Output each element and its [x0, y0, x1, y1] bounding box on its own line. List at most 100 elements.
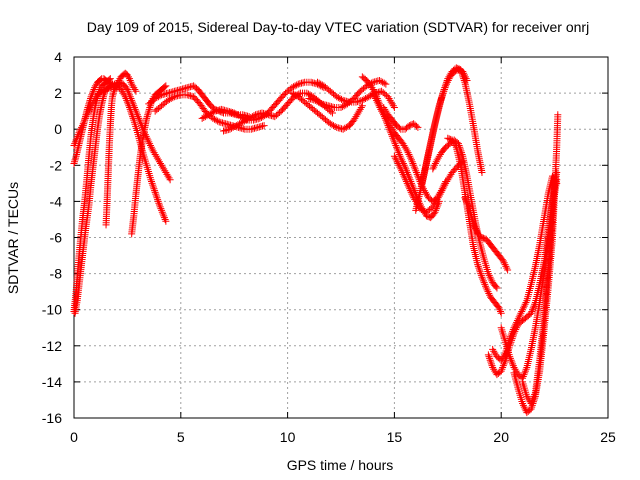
data-point	[432, 206, 440, 214]
data-point	[146, 140, 154, 148]
data-point	[214, 117, 222, 125]
data-point	[375, 76, 383, 84]
data-point	[162, 169, 170, 177]
data-point	[146, 104, 154, 112]
data-point	[303, 89, 311, 97]
data-point	[485, 289, 493, 297]
data-point	[210, 115, 218, 123]
data-point	[341, 124, 349, 132]
data-point	[477, 270, 485, 278]
data-point	[516, 311, 524, 319]
data-point	[144, 109, 152, 117]
data-point	[407, 154, 415, 162]
data-point	[405, 183, 413, 191]
data-point	[314, 78, 322, 86]
data-point	[352, 113, 360, 121]
data-point	[479, 275, 487, 283]
data-point	[485, 271, 493, 279]
data-point	[471, 223, 479, 231]
data-point	[410, 194, 418, 202]
data-point	[245, 114, 253, 122]
data-point	[379, 78, 387, 86]
data-point	[409, 192, 417, 200]
data-point	[143, 113, 151, 121]
data-point	[233, 111, 241, 119]
data-point	[477, 232, 485, 240]
data-point	[457, 66, 465, 74]
data-point	[311, 96, 319, 104]
data-point	[500, 360, 508, 368]
data-point	[554, 111, 562, 119]
data-point	[460, 76, 468, 84]
data-point	[152, 190, 160, 198]
data-point	[71, 138, 79, 146]
data-point	[106, 79, 114, 87]
data-point	[491, 367, 499, 375]
data-point	[513, 318, 521, 326]
data-point	[528, 398, 536, 406]
data-point	[406, 187, 414, 195]
data-point	[145, 138, 153, 146]
data-point	[368, 84, 376, 92]
data-point	[169, 94, 177, 102]
data-point	[517, 309, 525, 317]
data-point	[229, 123, 237, 131]
data-point	[461, 194, 469, 202]
data-point	[506, 335, 514, 343]
data-point	[493, 284, 501, 292]
data-point	[411, 165, 419, 173]
data-point	[435, 152, 443, 160]
data-point	[472, 226, 480, 234]
data-point	[386, 96, 394, 104]
data-point	[327, 108, 335, 116]
y-tick-labels: -16 -14 -12 -10 -8 -6 -4 -2 0 2 4	[42, 49, 62, 426]
data-point	[462, 197, 470, 205]
data-point	[514, 315, 522, 323]
data-point	[474, 262, 482, 270]
data-point	[111, 85, 119, 93]
data-point	[158, 161, 166, 169]
data-point	[388, 100, 396, 108]
data-point	[165, 174, 173, 182]
data-point	[509, 360, 517, 368]
data-point	[350, 116, 358, 124]
data-point	[140, 129, 148, 137]
data-point	[357, 104, 365, 112]
data-point	[103, 85, 111, 93]
data-point	[155, 199, 163, 207]
data-point	[133, 109, 141, 117]
data-point	[437, 188, 445, 196]
data-point	[508, 329, 516, 337]
data-point	[239, 118, 247, 126]
data-point	[152, 192, 160, 200]
data-point	[355, 107, 363, 115]
data-point	[381, 105, 389, 113]
data-point	[72, 136, 80, 144]
data-point	[495, 304, 503, 312]
data-point	[86, 105, 94, 113]
data-point	[438, 187, 446, 195]
data-point	[128, 98, 136, 106]
data-point	[203, 112, 211, 120]
data-point	[512, 320, 520, 328]
data-point	[71, 158, 79, 166]
data-point	[342, 123, 350, 131]
data-point	[400, 141, 408, 149]
data-point	[200, 113, 208, 121]
data-point	[336, 95, 344, 103]
data-point	[444, 134, 452, 142]
data-point	[128, 80, 136, 88]
data-series	[461, 194, 512, 274]
data-point	[98, 87, 106, 95]
data-point	[380, 104, 388, 112]
data-point	[431, 199, 439, 207]
data-series	[519, 179, 559, 408]
data-point	[71, 140, 79, 148]
data-point	[390, 152, 398, 160]
data-point	[315, 98, 323, 106]
data-point	[89, 89, 97, 97]
data-point	[89, 98, 97, 106]
data-point	[431, 208, 439, 216]
data-point	[501, 358, 509, 366]
data-point	[491, 349, 499, 357]
